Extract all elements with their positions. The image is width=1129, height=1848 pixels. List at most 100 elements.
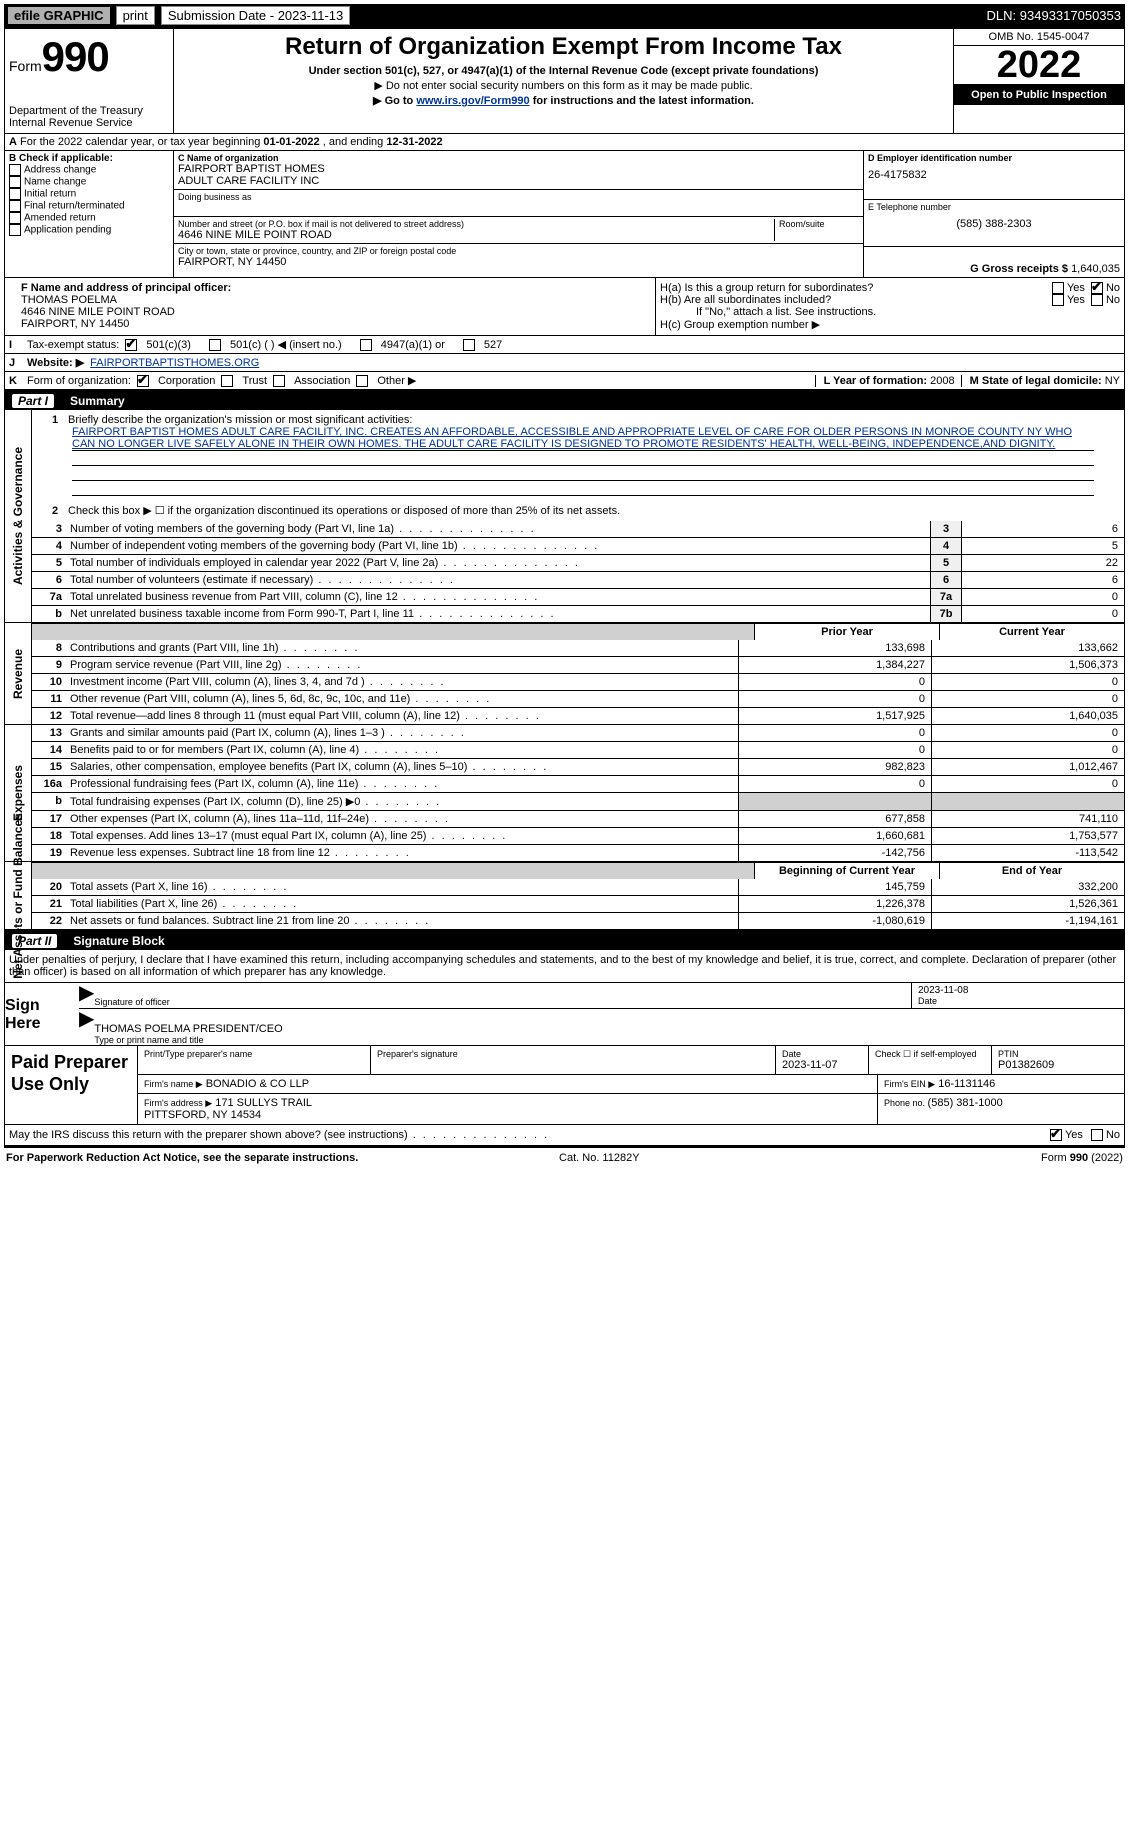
current-year-hdr: Current Year [939, 624, 1124, 640]
addr-cell: Number and street (or P.O. box if mail i… [174, 217, 863, 244]
topbar: efile GRAPHIC print Submission Date - 20… [4, 4, 1125, 27]
summary-line: 11 Other revenue (Part VIII, column (A),… [32, 690, 1124, 707]
line-num: 21 [32, 896, 66, 912]
corp-label: Corporation [158, 375, 215, 387]
current-value: 1,526,361 [931, 896, 1124, 912]
line-num: 19 [32, 845, 66, 861]
firm-ein: 16-1131146 [938, 1078, 995, 1090]
opt-label: Name change [24, 177, 86, 188]
gross-value: 1,640,035 [1071, 263, 1120, 275]
checkbox-icon[interactable] [209, 339, 221, 351]
form-org-label: Form of organization: [27, 375, 131, 387]
sign-here-label: Sign Here [5, 983, 75, 1045]
checkbox-icon[interactable] [221, 375, 233, 387]
note-goto: ▶ Go to www.irs.gov/Form990 for instruct… [182, 94, 945, 107]
line-text: Net assets or fund balances. Subtract li… [66, 913, 738, 929]
current-value: 1,506,373 [931, 657, 1124, 673]
checkbox-icon[interactable] [1052, 282, 1064, 294]
officer-name: THOMAS POELMA [21, 294, 651, 306]
trust-label: Trust [242, 375, 267, 387]
ha-row: H(a) Is this a group return for subordin… [660, 282, 1120, 294]
line-num: 11 [32, 691, 66, 707]
q1-num: 1 [52, 414, 68, 426]
checkbox-icon[interactable] [1091, 1129, 1103, 1141]
checkbox-checked-icon[interactable] [125, 339, 137, 351]
line-num: 14 [32, 742, 66, 758]
goto-suffix: for instructions and the latest informat… [530, 95, 754, 107]
checkbox-checked-icon[interactable] [1091, 282, 1103, 294]
checkbox-icon[interactable] [9, 212, 21, 224]
line-text: Contributions and grants (Part VIII, lin… [66, 640, 738, 656]
ptin-label: PTIN [998, 1049, 1118, 1059]
prior-value: 1,660,681 [738, 828, 931, 844]
line-text: Benefits paid to or for members (Part IX… [66, 742, 738, 758]
prior-value: 0 [738, 691, 931, 707]
exp-section: Expenses 13 Grants and similar amounts p… [4, 725, 1125, 862]
ptin-value: P01382609 [998, 1059, 1118, 1071]
summary-line: 21 Total liabilities (Part X, line 26) 1… [32, 895, 1124, 912]
website-link[interactable]: FAIRPORTBAPTISTHOMES.ORG [90, 357, 259, 369]
text-mid: , and ending [323, 136, 387, 148]
checkbox-checked-icon[interactable] [1050, 1129, 1062, 1141]
checkbox-icon[interactable] [1091, 294, 1103, 306]
phone-value: (585) 388-2303 [868, 218, 1120, 230]
firm-name-label: Firm's name ▶ [144, 1079, 203, 1089]
side-governance: Activities & Governance [5, 410, 32, 622]
line-num: 10 [32, 674, 66, 690]
m-state: M State of legal domicile: NY [961, 375, 1120, 387]
irs-link[interactable]: www.irs.gov/Form990 [416, 95, 529, 107]
side-revenue: Revenue [5, 623, 32, 724]
line-text: Other revenue (Part VIII, column (A), li… [66, 691, 738, 707]
summary-line: b Net unrelated business taxable income … [32, 605, 1124, 622]
checkbox-icon[interactable] [9, 164, 21, 176]
line-box: 7b [930, 606, 961, 622]
line-value: 6 [961, 521, 1124, 537]
m-label: M State of legal domicile: [970, 375, 1105, 387]
prior-value: 982,823 [738, 759, 931, 775]
mission-text: FAIRPORT BAPTIST HOMES ADULT CARE FACILI… [72, 426, 1094, 451]
i-label: I [9, 339, 21, 351]
line-box: 6 [930, 572, 961, 588]
checkbox-icon[interactable] [9, 200, 21, 212]
checkbox-icon[interactable] [9, 224, 21, 236]
firm-phone-label: Phone no. [884, 1098, 928, 1108]
checkbox-icon[interactable] [9, 188, 21, 200]
line-num: 8 [32, 640, 66, 656]
checkbox-icon[interactable] [9, 176, 21, 188]
firm-name: BONADIO & CO LLP [206, 1078, 309, 1090]
addr-label: Number and street (or P.O. box if mail i… [178, 219, 774, 229]
checkbox-checked-icon[interactable] [137, 375, 149, 387]
summary-line: 12 Total revenue—add lines 8 through 11 … [32, 707, 1124, 724]
q1-text: Briefly describe the organization's miss… [68, 414, 412, 426]
date-end: 12-31-2022 [386, 136, 442, 148]
prior-value: 677,858 [738, 811, 931, 827]
summary-line: 4 Number of independent voting members o… [32, 537, 1124, 554]
4947-label: 4947(a)(1) or [381, 339, 445, 351]
line-box: 5 [930, 555, 961, 571]
checkbox-icon[interactable] [463, 339, 475, 351]
checkbox-icon[interactable] [1052, 294, 1064, 306]
checkbox-icon[interactable] [273, 375, 285, 387]
print-button[interactable]: print [116, 6, 155, 25]
phone-label: E Telephone number [868, 202, 1120, 212]
label-a: A [9, 136, 17, 148]
form-subtitle: Under section 501(c), 527, or 4947(a)(1)… [182, 65, 945, 77]
b-opt-4: Amended return [9, 212, 169, 224]
mission-blank [72, 451, 1094, 466]
line-num: b [32, 606, 66, 622]
current-value: 0 [931, 691, 1124, 707]
sig-date-cell: 2023-11-08Date [911, 983, 1124, 1008]
line-num: 6 [32, 572, 66, 588]
c-name-label: C Name of organization [178, 153, 859, 163]
line-num: 13 [32, 725, 66, 741]
state-domicile: NY [1105, 375, 1120, 387]
name-title-label: Type or print name and title [94, 1035, 1124, 1045]
b-opt-0: Address change [9, 164, 169, 176]
ein-label: D Employer identification number [868, 153, 1120, 163]
arrow-icon: ▶ [79, 983, 94, 1008]
g-receipts-cell: G Gross receipts $ 1,640,035 [864, 247, 1124, 277]
checkbox-icon[interactable] [356, 375, 368, 387]
line-value: 22 [961, 555, 1124, 571]
current-value: 0 [931, 742, 1124, 758]
checkbox-icon[interactable] [360, 339, 372, 351]
